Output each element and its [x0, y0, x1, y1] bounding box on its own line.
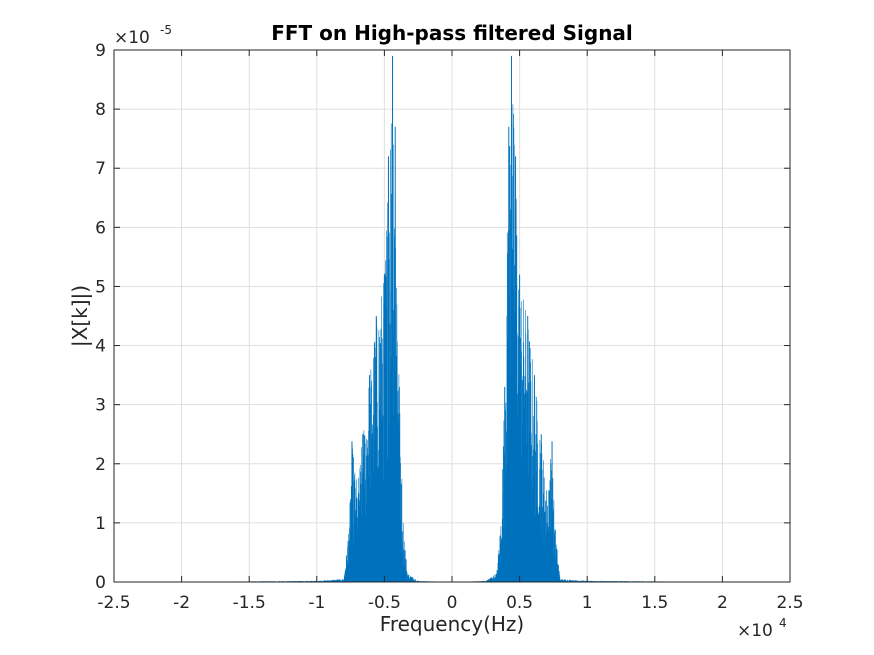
x-tick-label: 1: [582, 593, 593, 613]
y-tick-label: 2: [95, 455, 106, 475]
x-axis-multiplier: ×10 4: [737, 616, 787, 641]
y-multiplier-exponent: -5: [160, 23, 172, 37]
x-tick-label: -0.5: [368, 593, 401, 613]
y-tick-label: 6: [95, 218, 106, 238]
chart-title: FFT on High-pass filtered Signal: [271, 21, 633, 45]
y-tick-label: 4: [95, 337, 106, 357]
y-tick-label: 1: [95, 514, 106, 534]
x-multiplier-base: ×10: [737, 621, 773, 641]
y-tick-label: 0: [95, 573, 106, 593]
x-tick-label: 0: [447, 593, 458, 613]
y-multiplier-base: ×10: [114, 28, 150, 48]
x-tick-label: 0.5: [506, 593, 533, 613]
y-tick-labels: 0 1 2 3 4 5 6 7 8 9: [95, 41, 106, 593]
y-tick-label: 9: [95, 41, 106, 61]
x-axis-label: Frequency(Hz): [380, 612, 524, 636]
y-tick-label: 3: [95, 396, 106, 416]
y-tick-label: 5: [95, 277, 106, 297]
x-tick-label: 1.5: [641, 593, 668, 613]
x-tick-label: -1.5: [233, 593, 266, 613]
y-tick-label: 7: [95, 159, 106, 179]
x-tick-label: 2: [717, 593, 728, 613]
x-tick-label: 2.5: [776, 593, 803, 613]
y-axis-multiplier: ×10 -5: [114, 23, 172, 48]
x-tick-label: -2: [173, 593, 190, 613]
x-multiplier-exponent: 4: [779, 616, 787, 630]
x-tick-labels: -2.5 -2 -1.5 -1 -0.5 0 0.5 1 1.5 2 2.5: [97, 593, 803, 613]
y-tick-label: 8: [95, 100, 106, 120]
tick-marks: [113, 49, 791, 583]
y-axis-label: |X[k]|): [68, 285, 92, 347]
x-tick-label: -1: [308, 593, 325, 613]
x-tick-label: -2.5: [97, 593, 130, 613]
